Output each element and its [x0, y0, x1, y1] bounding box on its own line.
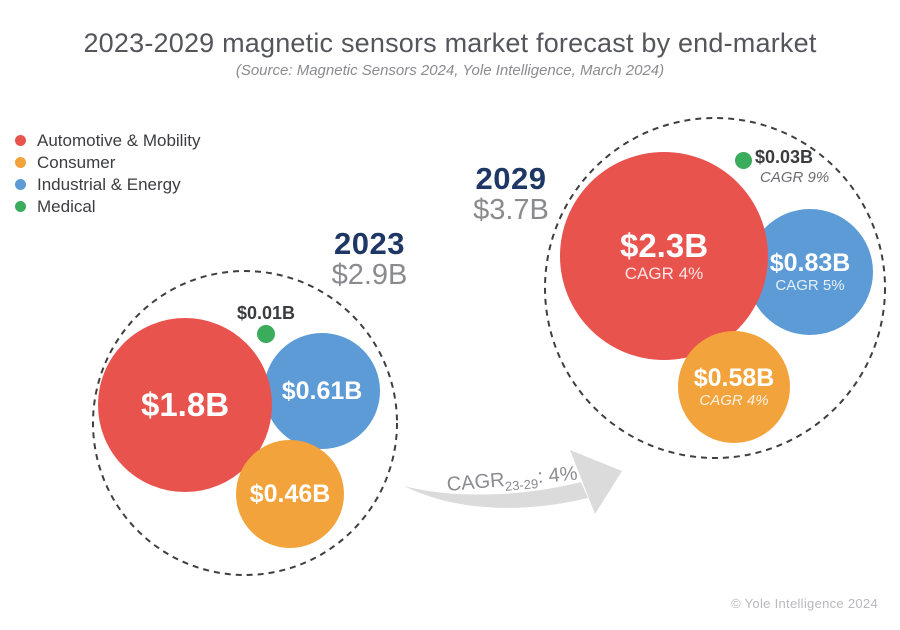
group-2029-total: $3.7B — [473, 194, 549, 226]
legend-item-industrial: Industrial & Energy — [15, 174, 200, 195]
legend-label-industrial: Industrial & Energy — [37, 174, 181, 194]
legend-item-automotive: Automotive & Mobility — [15, 130, 200, 151]
overall-cagr-subscript: 23-29 — [504, 476, 539, 494]
bubble-2023-automotive: $1.8B — [98, 318, 272, 492]
legend-item-consumer: Consumer — [15, 152, 200, 173]
growth-arrow-icon — [404, 450, 622, 514]
overall-cagr-suffix: : 4% — [536, 462, 579, 489]
bubble-2029-automotive-value: $2.3B — [619, 226, 709, 264]
bubble-2023-consumer: $0.46B — [236, 440, 344, 548]
group-2023-year: 2023 — [334, 226, 405, 261]
overall-cagr-prefix: CAGR — [445, 469, 506, 496]
legend-dot-consumer-icon — [15, 157, 26, 168]
group-2023-dashed-circle — [92, 270, 398, 576]
chart-title: 2023-2029 magnetic sensors market foreca… — [83, 28, 817, 58]
legend-label-medical: Medical — [37, 196, 96, 216]
bubble-2029-automotive-cagr: CAGR 4% — [624, 263, 704, 283]
group-2023-heading: 2023 $2.9B — [322, 226, 417, 291]
legend-item-medical: Medical — [15, 196, 200, 217]
bubble-2023-medical — [257, 325, 275, 343]
legend-dot-medical-icon — [15, 201, 26, 212]
group-2029-year: 2029 — [475, 161, 547, 196]
bubble-2029-industrial-value: $0.83B — [769, 248, 851, 277]
bubble-2029-consumer: $0.58B CAGR 4% — [678, 331, 790, 443]
group-2029-heading: 2029 $3.7B — [462, 161, 560, 226]
legend: Automotive & Mobility Consumer Industria… — [15, 130, 200, 218]
bubble-2029-industrial: $0.83B CAGR 5% — [747, 209, 873, 335]
legend-dot-automotive-icon — [15, 135, 26, 146]
bubble-2023-consumer-value: $0.46B — [249, 480, 331, 508]
chart-subtitle: (Source: Magnetic Sensors 2024, Yole Int… — [235, 62, 665, 79]
bubble-2023-industrial: $0.61B — [264, 333, 380, 449]
bubble-2029-consumer-cagr: CAGR 4% — [699, 391, 769, 409]
bubble-2029-consumer-value: $0.58B — [693, 363, 775, 392]
group-2029-dashed-circle — [544, 117, 886, 459]
legend-label-automotive: Automotive & Mobility — [37, 130, 201, 150]
copyright-text: © Yole Intelligence 2024 — [731, 596, 878, 611]
bubble-2029-medical-cagr: CAGR 9% — [760, 169, 830, 186]
bubble-2029-medical-value: $0.03B — [755, 147, 814, 167]
bubble-2029-automotive: $2.3B CAGR 4% — [560, 152, 768, 360]
group-2023-total: $2.9B — [331, 259, 408, 291]
bubble-2029-industrial-cagr: CAGR 5% — [775, 276, 845, 294]
bubble-2029-medical — [735, 152, 752, 169]
bubble-2023-automotive-value: $1.8B — [140, 386, 230, 423]
bubble-2023-medical-value: $0.01B — [236, 303, 296, 323]
legend-dot-industrial-icon — [15, 179, 26, 190]
legend-label-consumer: Consumer — [37, 152, 116, 172]
bubble-2023-industrial-value: $0.61B — [281, 377, 363, 405]
